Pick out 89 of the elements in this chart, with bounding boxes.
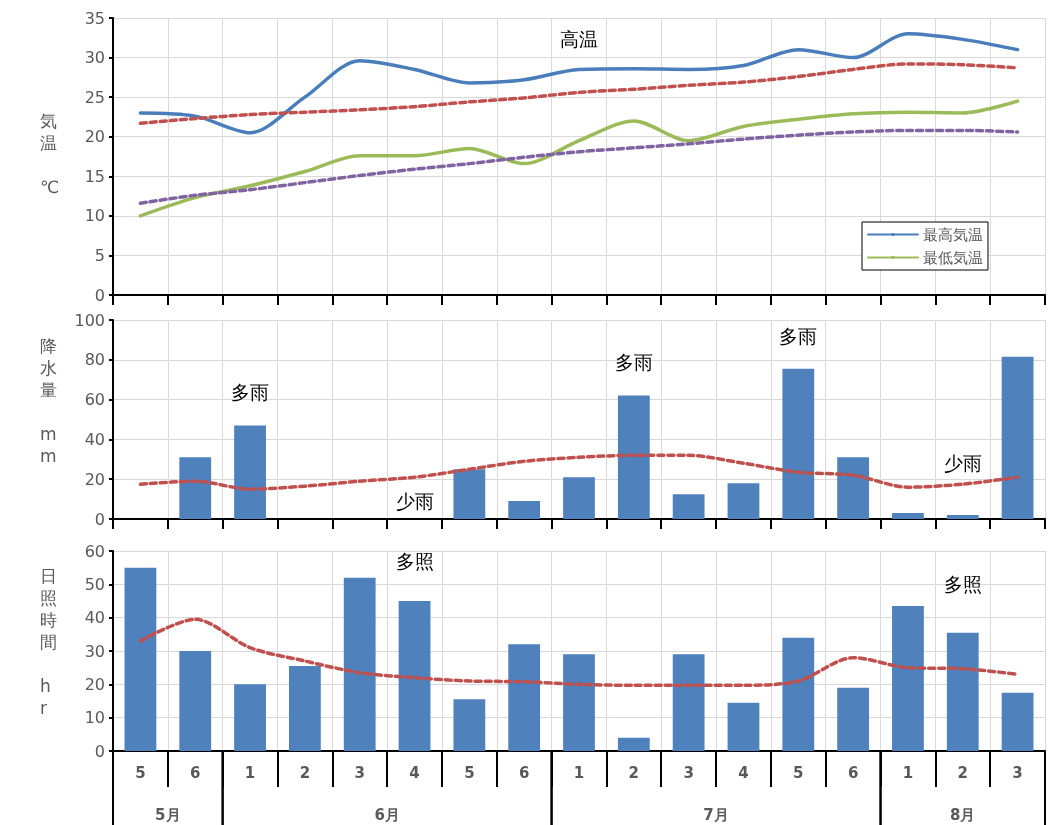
y-tick-label: 35 [84, 8, 105, 28]
bar [617, 395, 650, 519]
y-tick-label: 40 [84, 608, 105, 628]
line-series [138, 128, 1020, 205]
annotation: 多雨 [779, 324, 818, 347]
bar [672, 494, 705, 519]
line-series [138, 32, 1020, 135]
bar [563, 654, 595, 751]
y-tick-label: 50 [84, 574, 105, 594]
bar [727, 483, 760, 519]
bar [892, 606, 924, 751]
legend-label: 最高気温 [923, 225, 983, 244]
x-tick-label: 6 [518, 763, 530, 782]
x-tick-label: 5 [793, 763, 804, 782]
x-tick-label: 6 [847, 763, 859, 782]
x-tick-label: 2 [957, 763, 968, 782]
x-tick-label: 2 [299, 763, 311, 782]
bar [398, 601, 431, 751]
bar [508, 644, 541, 751]
y-tick-label: 0 [94, 741, 105, 761]
annotation: 多照 [395, 550, 434, 572]
annotation: 高温 [560, 27, 598, 50]
bar [672, 654, 705, 751]
bar [343, 577, 376, 751]
x-tick-label: 4 [409, 763, 420, 782]
bar [179, 457, 212, 519]
text: 5月 [155, 806, 181, 824]
y-tick-label: 5 [94, 245, 105, 265]
bar [124, 567, 157, 751]
y-tick-label: 60 [84, 541, 105, 561]
text: 7月 [703, 806, 729, 824]
y-tick-label: 25 [84, 87, 105, 107]
bar [946, 515, 979, 519]
x-tick-label: 1 [573, 763, 585, 782]
bar [837, 457, 870, 519]
y-tick-label: 20 [84, 127, 105, 147]
x-tick-label: 3 [683, 763, 694, 782]
annotation: 多雨 [231, 380, 270, 403]
x-tick-label: 3 [354, 763, 365, 782]
y-tick-label: 15 [84, 166, 105, 186]
bar [288, 666, 321, 751]
text: 6月 [374, 806, 400, 824]
bar [782, 637, 815, 751]
x-tick-label: 1 [244, 763, 256, 782]
y-tick-label: 30 [84, 48, 105, 68]
x-tick-label: 5 [135, 763, 146, 782]
bar [453, 469, 486, 519]
y-tick-label: 80 [84, 350, 105, 370]
y-tick-label: 30 [84, 641, 105, 661]
bar [892, 513, 924, 519]
bar [453, 699, 486, 751]
annotation: 多雨 [614, 350, 653, 373]
bar [727, 702, 760, 751]
bar [1001, 692, 1034, 751]
y-tick-label: 10 [84, 206, 105, 226]
bar [508, 501, 541, 519]
y-tick-label: 40 [84, 429, 105, 449]
bar [617, 737, 650, 751]
y-tick-label: 0 [94, 509, 105, 529]
x-tick-label: 3 [1012, 763, 1023, 782]
y-tick-label: 100 [74, 310, 105, 330]
y-tick-label: 10 [84, 708, 105, 728]
x-tick-label: 6 [190, 763, 201, 782]
annotation: 多照 [943, 573, 982, 596]
bar [946, 632, 979, 751]
bar [782, 368, 815, 519]
text: 日照時間 hr [40, 566, 57, 718]
line-series [138, 99, 1020, 218]
x-tick-label: 2 [628, 763, 640, 782]
x-tick-label: 5 [464, 763, 475, 782]
annotation: 少雨 [943, 452, 982, 475]
y-tick-label: 60 [84, 390, 105, 410]
bar [563, 477, 595, 519]
x-tick-label: 4 [738, 763, 749, 782]
bar [234, 425, 266, 519]
text: 8月 [950, 806, 976, 824]
text: 気温 ℃ [40, 111, 60, 197]
y-tick-label: 20 [84, 674, 105, 694]
x-tick-label: 1 [902, 763, 914, 782]
text: 降水量 mm [40, 336, 57, 466]
annotation: 少雨 [395, 490, 434, 513]
y-tick-label: 0 [94, 285, 105, 305]
bar [179, 651, 212, 751]
legend-label: 最低気温 [923, 248, 983, 267]
y-tick-label: 20 [84, 469, 105, 489]
bar [234, 684, 266, 751]
bar [1001, 356, 1034, 519]
line-series [138, 453, 1020, 491]
bar [837, 687, 870, 751]
